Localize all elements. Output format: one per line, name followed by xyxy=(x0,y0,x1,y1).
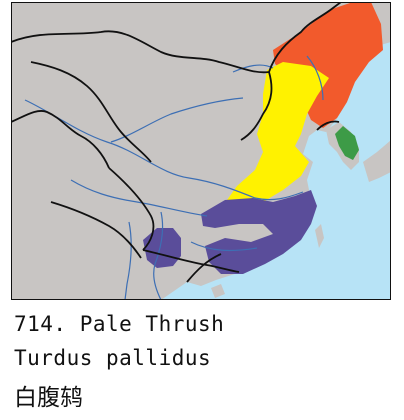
range-resident-korea xyxy=(335,126,359,160)
range-wintering-southwest xyxy=(143,228,181,268)
japan-land xyxy=(363,140,391,182)
taiwan-land xyxy=(315,224,324,248)
chinese-name: 白腹鸫 xyxy=(14,385,83,411)
range-wintering-southeast xyxy=(201,190,317,274)
map-frame xyxy=(11,2,391,300)
hainan-land xyxy=(211,284,225,298)
range-map xyxy=(11,2,391,300)
borders xyxy=(11,2,342,283)
range-breeding-south xyxy=(227,62,329,204)
rivers xyxy=(24,55,324,300)
scientific-name: Turdus pallidus xyxy=(14,346,212,370)
species-number-and-name: 714. Pale Thrush xyxy=(14,312,225,336)
